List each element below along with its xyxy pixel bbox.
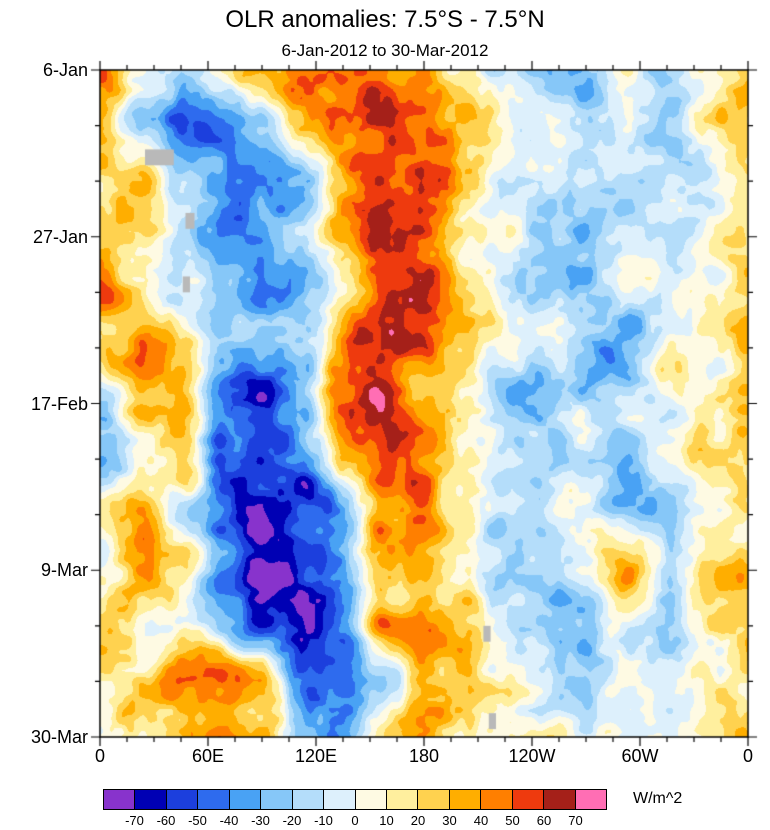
colorbar-swatch xyxy=(449,790,482,809)
colorbar-tick-label: -70 xyxy=(125,813,144,828)
y-tick-label: 6-Jan xyxy=(42,60,88,80)
y-tick-label: 27-Jan xyxy=(32,226,88,247)
colorbar-swatch xyxy=(261,790,293,809)
colorbar-swatch xyxy=(166,790,199,809)
colorbar-tick-label: -50 xyxy=(188,813,207,828)
heatmap-canvas xyxy=(86,56,762,751)
colorbar-swatch xyxy=(418,790,450,809)
colorbar-tick-label: 10 xyxy=(379,813,394,828)
colorbar-tick-label: -30 xyxy=(251,813,270,828)
colorbar-swatch xyxy=(512,790,545,809)
colorbar-tick-label: 50 xyxy=(505,813,520,828)
colorbar-tick-label: 40 xyxy=(473,813,489,828)
colorbar xyxy=(103,789,607,810)
colorbar-swatch xyxy=(355,790,387,809)
colorbar-swatch xyxy=(386,790,419,809)
chart-subtitle: 6-Jan-2012 to 30-Mar-2012 xyxy=(281,41,489,60)
colorbar-tick-label: 20 xyxy=(410,813,426,828)
colorbar-swatch xyxy=(229,790,262,809)
colorbar-tick-label: 0 xyxy=(351,813,359,828)
colorbar-swatch xyxy=(324,790,356,809)
y-tick-label: 9-Mar xyxy=(40,560,88,581)
colorbar-tick-label: -20 xyxy=(282,813,302,828)
y-tick-label: 17-Feb xyxy=(30,393,88,414)
colorbar-swatch xyxy=(481,790,513,809)
colorbar-swatch xyxy=(198,790,230,809)
colorbar-swatch xyxy=(544,790,576,809)
chart-title: OLR anomalies: 7.5°S - 7.5°N xyxy=(225,6,545,33)
colorbar-tick-label: -10 xyxy=(314,813,333,828)
colorbar-swatch xyxy=(135,790,167,809)
colorbar-tick-label: -40 xyxy=(219,813,239,828)
y-tick-label: 30-Mar xyxy=(30,727,88,747)
units-label: W/m^2 xyxy=(633,790,683,807)
colorbar-tick-label: 70 xyxy=(568,813,583,828)
colorbar-tick-label: 60 xyxy=(536,813,552,828)
colorbar-swatch xyxy=(104,790,136,809)
colorbar-swatch xyxy=(575,790,606,809)
colorbar-tick-label: -60 xyxy=(156,813,176,828)
colorbar-tick-label: 30 xyxy=(442,813,457,828)
colorbar-swatch xyxy=(292,790,325,809)
